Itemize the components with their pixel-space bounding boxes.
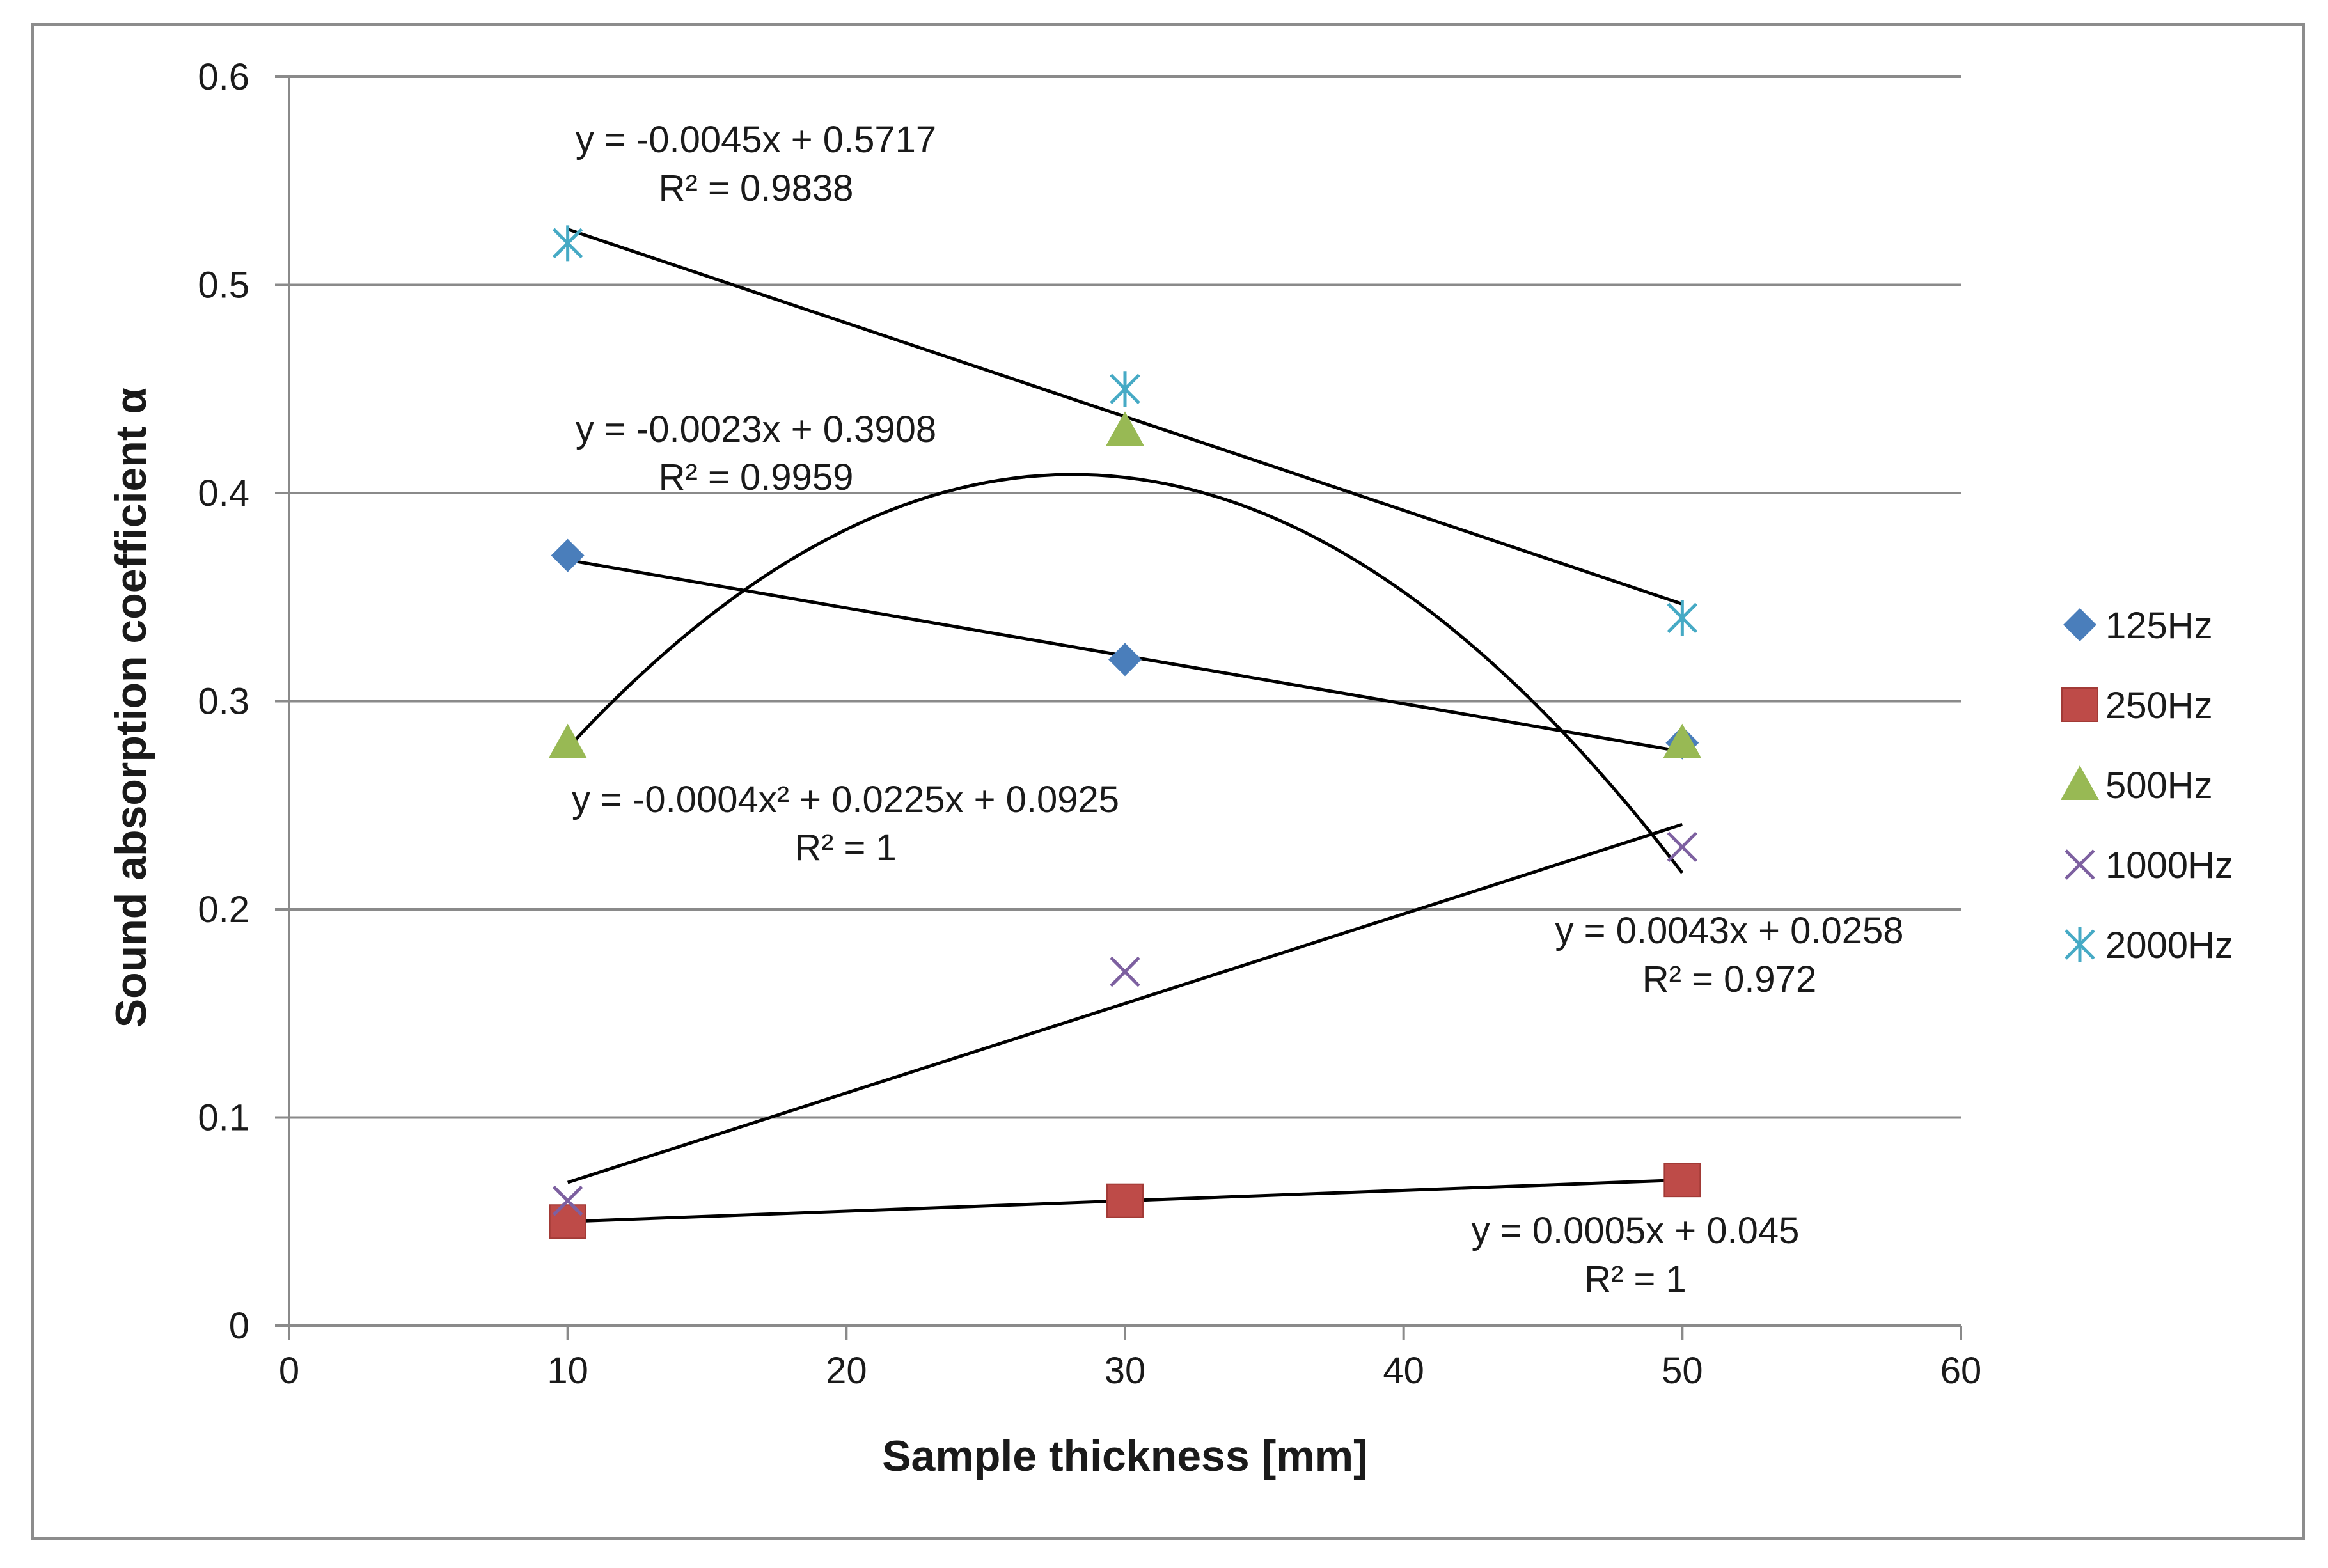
data-point-500Hz [1663, 723, 1702, 758]
legend-label: 500Hz [2105, 765, 2213, 806]
trendline-1000Hz [567, 822, 1683, 1184]
data-point-1000Hz [1110, 956, 1140, 987]
x-tick-label: 10 [547, 1350, 588, 1392]
y-axis-title: Sound absorption coefficient α [107, 388, 155, 1028]
trendline-r2: R² = 1 [1584, 1258, 1687, 1300]
legend-marker-250Hz [2061, 687, 2098, 722]
trendline-r2: R² = 1 [794, 827, 897, 868]
legend-label: 125Hz [2105, 605, 2213, 647]
data-point-1000Hz [1667, 831, 1698, 863]
y-tick-label: 0 [229, 1305, 249, 1347]
legend-marker-500Hz [2061, 765, 2099, 800]
y-tick-label: 0.5 [198, 265, 249, 306]
legend-marker-1000Hz [2065, 849, 2095, 880]
trendline-equation: y = -0.0023x + 0.3908 [576, 409, 936, 450]
x-stroke [1667, 831, 1698, 863]
y-tick-label: 0.1 [198, 1097, 249, 1139]
chart-frame [31, 23, 2305, 1540]
data-point-2000Hz [1110, 371, 1140, 407]
trendline-equation: y = -0.0004x² + 0.0225x + 0.0925 [572, 779, 1119, 820]
data-point-500Hz [1106, 411, 1144, 446]
y-tick-label: 0.6 [198, 56, 249, 98]
legend-marker-2000Hz [2065, 927, 2095, 962]
trendline-r2: R² = 0.9838 [659, 168, 854, 209]
x-stroke [552, 1185, 583, 1216]
data-point-2000Hz [552, 225, 583, 262]
legend-marker-125Hz [2063, 608, 2096, 641]
x-tick-label: 0 [279, 1350, 299, 1392]
data-point-500Hz [548, 723, 587, 758]
x-tick-label: 60 [1940, 1350, 1982, 1392]
x-tick-label: 20 [826, 1350, 867, 1392]
data-point-125Hz [551, 538, 585, 572]
data-point-250Hz [549, 1204, 586, 1239]
x-axis-title: Sample thickness [mm] [882, 1432, 1368, 1480]
x-tick-label: 50 [1662, 1350, 1703, 1392]
trendline-r2: R² = 0.972 [1642, 959, 1816, 1000]
trendline-equation: y = 0.0043x + 0.0258 [1555, 910, 1904, 952]
data-point-250Hz [1663, 1163, 1701, 1198]
x-tick-label: 30 [1105, 1350, 1146, 1392]
trendline-equation: y = -0.0045x + 0.5717 [576, 119, 936, 161]
data-point-250Hz [1106, 1183, 1144, 1218]
y-tick-label: 0.2 [198, 889, 249, 930]
legend-label: 1000Hz [2105, 845, 2233, 886]
y-tick-label: 0.3 [198, 681, 249, 723]
legend-label: 250Hz [2105, 685, 2213, 726]
trendline-r2: R² = 0.9959 [659, 457, 854, 498]
data-point-2000Hz [1667, 600, 1698, 636]
legend-label: 2000Hz [2105, 925, 2233, 966]
data-point-1000Hz [552, 1185, 583, 1216]
data-point-125Hz [1108, 643, 1142, 677]
x-tick-label: 40 [1383, 1350, 1424, 1392]
y-tick-label: 0.4 [198, 473, 249, 514]
trendline-equation: y = 0.0005x + 0.045 [1472, 1210, 1800, 1251]
x-stroke [2065, 849, 2095, 880]
x-stroke [1110, 956, 1140, 987]
trendline-500Hz [566, 473, 1684, 874]
